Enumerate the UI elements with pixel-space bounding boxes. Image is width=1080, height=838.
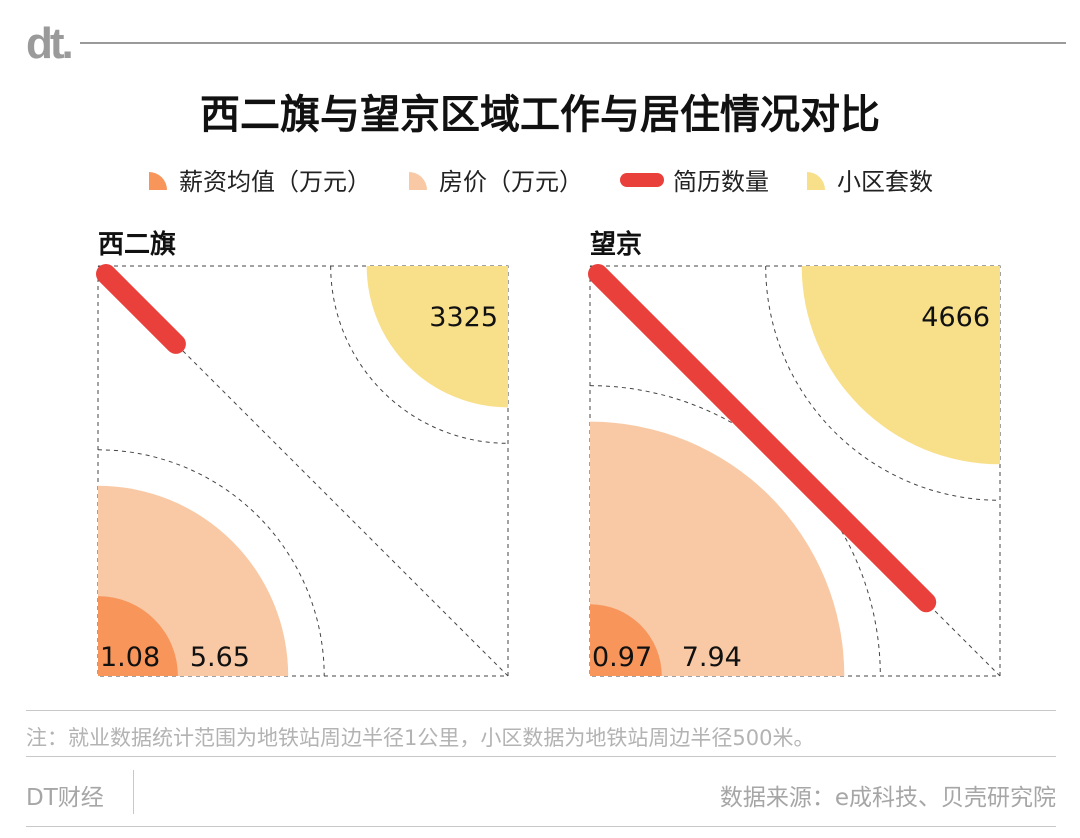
- footnote: 注：就业数据统计范围为地铁站周边半径1公里，小区数据为地铁站周边半径500米。: [26, 726, 815, 750]
- legend-item-house: 房价（万元）: [407, 162, 583, 197]
- house-label-xierqi: 5.65: [190, 642, 250, 673]
- salary-quarter-wangjing: [590, 604, 662, 676]
- legend-label-resume: 简历数量: [673, 168, 769, 196]
- house-quarter-wangjing: [590, 421, 845, 676]
- footer-brand: DT财经: [26, 785, 104, 811]
- legend-swatch-salary: [149, 171, 167, 190]
- community-label-xierqi: 3325: [429, 302, 498, 333]
- salary-quarter-xierqi: [98, 596, 178, 676]
- legend-item-community: 小区套数: [805, 162, 933, 197]
- community-quarter-xierqi: [366, 266, 508, 408]
- legend: 薪资均值（万元） 房价（万元） 简历数量 小区套数: [0, 162, 1080, 197]
- legend-item-salary: 薪资均值（万元）: [147, 162, 371, 197]
- panel-label-xierqi: 西二旗: [98, 230, 177, 260]
- footer-source: 数据来源：e成科技、贝壳研究院: [719, 785, 1056, 811]
- house-label-wangjing: 7.94: [682, 642, 742, 673]
- note-rule-top: [26, 710, 1056, 711]
- community-quarter-wangjing: [801, 266, 1000, 465]
- salary-label-xierqi: 1.08: [100, 642, 160, 673]
- resume-bar-xierqi: [96, 264, 186, 354]
- house-ring-xierqi: [97, 449, 325, 677]
- header-rule: [80, 42, 1066, 44]
- legend-swatch-community: [807, 171, 825, 190]
- legend-item-resume: 简历数量: [619, 162, 769, 197]
- panel-frame-xierqi: [97, 265, 509, 677]
- resume-bar-wangjing: [588, 264, 937, 613]
- panel-label-wangjing: 望京: [590, 230, 643, 260]
- legend-swatch-resume: [620, 172, 664, 187]
- community-label-wangjing: 4666: [921, 302, 990, 333]
- community-ring-wangjing: [765, 265, 1001, 501]
- legend-label-house: 房价（万元）: [439, 168, 583, 196]
- chart-area: 3325 1.08 5.65 4666 0.97 7.94: [96, 264, 1001, 677]
- footer-divider: [133, 770, 134, 814]
- legend-label-salary: 薪资均值（万元）: [179, 168, 371, 196]
- legend-label-community: 小区套数: [837, 168, 933, 196]
- salary-label-wangjing: 0.97: [592, 642, 652, 673]
- note-rule-bottom: [26, 756, 1056, 757]
- legend-swatch-house: [409, 171, 427, 190]
- dt-logo: dt.: [26, 19, 74, 68]
- community-ring-xierqi: [330, 265, 509, 444]
- chart-title: 西二旗与望京区域工作与居住情况对比: [200, 92, 880, 138]
- footer-rule: [26, 826, 1056, 827]
